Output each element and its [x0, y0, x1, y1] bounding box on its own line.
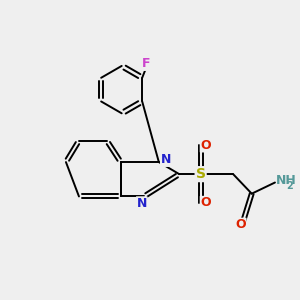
Text: O: O: [200, 139, 211, 152]
Text: N: N: [160, 153, 171, 166]
Text: S: S: [196, 167, 206, 181]
Text: 2: 2: [286, 181, 293, 191]
Text: O: O: [235, 218, 246, 231]
Text: N: N: [136, 197, 147, 210]
Text: O: O: [200, 196, 211, 209]
Text: NH: NH: [276, 174, 297, 187]
Text: F: F: [142, 57, 151, 70]
